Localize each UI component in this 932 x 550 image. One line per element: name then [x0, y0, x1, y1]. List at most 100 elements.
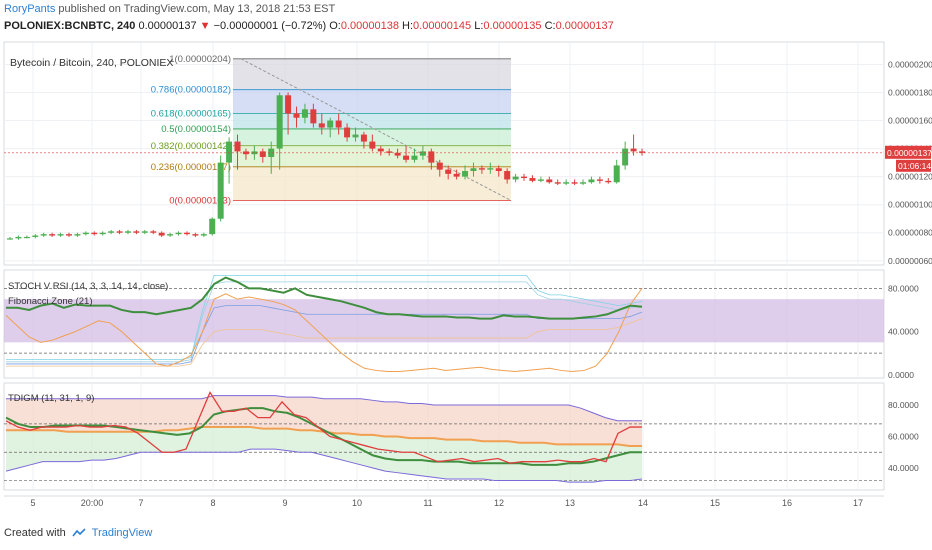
candle-body — [301, 109, 308, 118]
y-tick-label: 0.00000080 — [888, 228, 932, 238]
tradingview-link[interactable]: TradingView — [91, 527, 153, 539]
candle-body — [344, 127, 351, 138]
candle-body — [512, 176, 519, 180]
candle-body — [150, 231, 157, 233]
candle-body — [15, 236, 22, 239]
candle-body — [563, 182, 570, 184]
candle-body — [268, 148, 275, 158]
candle-body — [546, 179, 553, 183]
candle-body — [419, 151, 426, 156]
candle-body — [310, 109, 317, 124]
fib-level-label: 0(0.00000103) — [169, 195, 231, 206]
close-value: 0.00000137 — [555, 20, 614, 32]
candle-body — [276, 95, 283, 149]
candle-body — [360, 134, 367, 142]
candle-body — [23, 236, 30, 239]
x-tick-label: 9 — [282, 498, 287, 508]
fib-zone — [233, 166, 511, 201]
symbol-label: POLONIEX:BCNBTC, 240 — [4, 20, 136, 32]
candle-body — [108, 231, 115, 233]
x-tick-label: 13 — [565, 498, 575, 508]
pane-title: STOCH V RSI (14, 3, 3, 14, 14, close) — [8, 281, 168, 292]
candle-body — [605, 180, 612, 183]
x-tick-label: 10 — [352, 498, 362, 508]
candle-body — [7, 238, 13, 240]
candle-body — [318, 123, 325, 128]
x-tick-label: 17 — [853, 498, 863, 508]
fib-zone-line — [6, 274, 643, 361]
candle-body — [428, 151, 435, 163]
ohlc-legend: POLONIEX:BCNBTC, 240 0.00000137 ▼ −0.000… — [4, 20, 614, 32]
candle-body — [192, 234, 199, 236]
stoch-d-line — [5, 288, 643, 373]
fib-zone — [233, 113, 511, 129]
candle-body — [630, 148, 637, 152]
close-label: C: — [544, 20, 556, 32]
y-tick-label: 60.0000 — [888, 432, 919, 442]
created-with-text: Created with — [4, 527, 66, 539]
candle-body — [411, 155, 418, 160]
last-price-label: 0.00000137 — [887, 148, 932, 158]
candle-body — [478, 168, 485, 170]
candle-body — [167, 234, 174, 236]
pane-title: TDIGM (11, 31, 1, 9) — [8, 393, 94, 404]
candle-body — [124, 231, 131, 233]
tdi-price-line — [5, 391, 642, 464]
x-tick-label: 16 — [782, 498, 792, 508]
candle-body — [226, 141, 233, 163]
candle-body — [183, 232, 190, 235]
x-tick-label: 5 — [30, 498, 35, 508]
candle-body — [141, 231, 148, 233]
high-label: H: — [402, 20, 414, 32]
x-tick-label: 12 — [494, 498, 504, 508]
countdown-tag — [896, 159, 931, 172]
candle-body — [436, 162, 443, 170]
y-tick-label: 0.00000160 — [888, 116, 932, 126]
lower-band-fill — [6, 427, 642, 483]
candle-body — [200, 234, 207, 236]
y-tick-label: 0.00000100 — [888, 200, 932, 210]
candle-body — [554, 182, 561, 184]
tradingview-logo-icon — [72, 528, 86, 537]
last-value: 0.00000137 — [138, 20, 197, 32]
candle-body — [327, 120, 334, 128]
candle-body — [209, 218, 216, 235]
candle-body — [580, 182, 587, 184]
candle-body — [571, 182, 578, 184]
candle-body — [217, 162, 224, 219]
candle-body — [394, 152, 401, 156]
candle-body — [613, 165, 620, 183]
candle-body — [495, 168, 502, 172]
candle-body — [259, 151, 266, 158]
high-value: 0.00000145 — [413, 20, 472, 32]
candle-body — [49, 234, 56, 236]
x-tick-label: 8 — [210, 498, 215, 508]
y-tick-label: 0.00000180 — [888, 87, 932, 97]
fib-zone-line — [6, 281, 643, 363]
low-value: 0.00000135 — [483, 20, 542, 32]
y-tick-label: 0.00000060 — [888, 256, 932, 266]
x-tick-label: 14 — [638, 498, 648, 508]
change-value: −0.00000001 (−0.72%) — [213, 20, 327, 32]
candle-body — [285, 95, 292, 114]
chart-canvas[interactable]: 5 20:00 7 8 9 10 11 12 13 14 15 16 17 0.00000200 0.000… — [0, 0, 932, 520]
fib-trend-line — [240, 58, 512, 201]
candle-body — [99, 232, 106, 235]
footer: Created with TradingView — [4, 527, 152, 539]
y-tick-label: 40.0000 — [888, 463, 919, 473]
candle-body — [470, 168, 477, 172]
x-tick-label: 11 — [423, 498, 432, 508]
candle-body — [234, 141, 241, 152]
author-link[interactable]: RoryPants — [4, 3, 56, 15]
candle-body — [158, 232, 165, 236]
tdi-signal-line — [5, 407, 642, 466]
y-tick-label: 0.00000120 — [888, 172, 932, 182]
candle-body — [639, 151, 645, 153]
candle-body — [596, 179, 603, 181]
low-label: L: — [474, 20, 484, 32]
candle-body — [521, 176, 528, 179]
fib-zone-line — [6, 318, 643, 367]
publish-info: RoryPants published on TradingView.com, … — [4, 3, 335, 15]
candle-body — [529, 178, 536, 181]
candle-body — [537, 179, 544, 181]
